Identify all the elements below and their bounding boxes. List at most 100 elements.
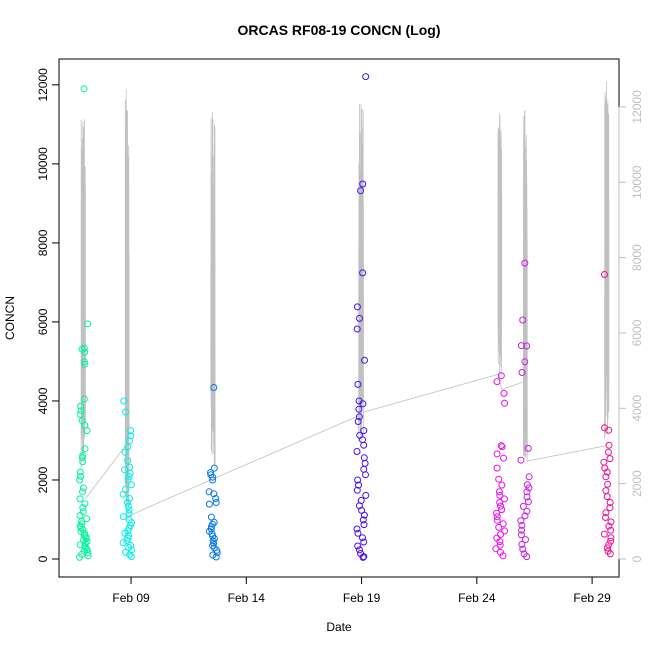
data-point [521, 259, 529, 267]
data-point [493, 516, 501, 524]
data-point [495, 475, 503, 483]
data-point [523, 342, 531, 350]
data-point [76, 512, 84, 519]
data-point [604, 448, 612, 456]
data-point [496, 499, 504, 506]
y2-tick-label: 4000 [630, 395, 644, 422]
data-point [522, 536, 529, 544]
data-point [355, 405, 363, 413]
data-point [517, 531, 525, 539]
data-point [524, 444, 532, 452]
data-point [124, 476, 132, 484]
data-point [77, 472, 84, 480]
y2-tick-label: 2000 [630, 470, 644, 497]
data-point [496, 491, 504, 499]
data-point [499, 552, 507, 560]
data-point [523, 488, 531, 496]
data-point [606, 455, 614, 463]
data-point [76, 553, 83, 561]
data-point [605, 426, 613, 434]
data-points [76, 73, 615, 561]
data-point [359, 180, 367, 188]
data-point [209, 473, 217, 481]
data-point [518, 540, 526, 548]
data-point [81, 360, 89, 368]
data-point [120, 397, 128, 405]
data-point [523, 553, 531, 561]
data-point [127, 541, 135, 549]
data-point [79, 488, 86, 496]
y2-tick-label: 6000 [630, 319, 644, 346]
data-point [607, 526, 615, 534]
data-point [518, 521, 526, 529]
data-point [121, 529, 129, 537]
data-point [78, 454, 86, 462]
data-point [125, 506, 133, 514]
data-point [354, 418, 362, 425]
data-point [362, 491, 370, 499]
data-point [495, 488, 503, 496]
chart-title: ORCAS RF08-19 CONCN (Log) [237, 22, 440, 38]
y2-tick-label: 12000 [630, 90, 644, 124]
data-point [519, 545, 527, 553]
data-point [354, 476, 362, 484]
data-point [493, 513, 501, 521]
y-tick-label: 12000 [36, 68, 50, 102]
y-axis-left: 0 2000 4000 6000 8000 10000 12000 [36, 68, 60, 562]
data-point [525, 473, 533, 481]
trace-flight-3 [210, 111, 216, 470]
data-point [604, 480, 612, 488]
data-point [495, 523, 503, 531]
data-point [497, 502, 505, 510]
data-point [81, 500, 89, 508]
trace-flight-5 [497, 112, 503, 379]
data-point [119, 490, 127, 498]
data-point [212, 499, 220, 506]
data-point [356, 431, 364, 439]
data-point [126, 469, 134, 477]
plot-frame [58, 58, 620, 578]
data-point [492, 545, 500, 553]
data-point [122, 408, 130, 416]
data-point [360, 553, 368, 561]
data-point [354, 542, 362, 550]
data-point [497, 372, 505, 380]
data-point [127, 553, 135, 561]
data-point [493, 464, 501, 472]
trace-baseline [85, 373, 610, 517]
data-point [517, 342, 525, 350]
data-point [209, 476, 217, 484]
data-point [79, 504, 87, 512]
data-point [76, 495, 84, 503]
trace-flight-1 [80, 119, 86, 469]
y2-tick-label: 8000 [630, 244, 644, 271]
data-point [81, 348, 89, 356]
data-point [121, 448, 129, 456]
data-point [205, 500, 213, 508]
data-point [354, 529, 362, 537]
data-point [602, 473, 610, 481]
data-point [207, 513, 215, 521]
data-point [205, 488, 213, 496]
data-point [521, 358, 529, 366]
data-point [357, 187, 365, 195]
data-point [76, 410, 84, 418]
y-tick-label: 2000 [36, 466, 50, 493]
data-point [501, 495, 508, 503]
data-point [607, 537, 615, 545]
data-point [359, 400, 367, 408]
trace-flight-4 [358, 104, 364, 442]
x-tick-label: Feb 19 [343, 591, 381, 605]
x-axis-label: Date [326, 620, 352, 634]
data-point [523, 507, 531, 515]
data-point [498, 506, 506, 514]
data-point [359, 534, 366, 542]
data-point [497, 442, 505, 450]
data-point [76, 468, 84, 476]
trace-flight-6 [523, 110, 528, 459]
data-point [498, 481, 506, 489]
y-tick-label: 8000 [36, 229, 50, 256]
data-point [210, 384, 218, 391]
data-point [605, 441, 613, 449]
data-point [126, 495, 133, 502]
